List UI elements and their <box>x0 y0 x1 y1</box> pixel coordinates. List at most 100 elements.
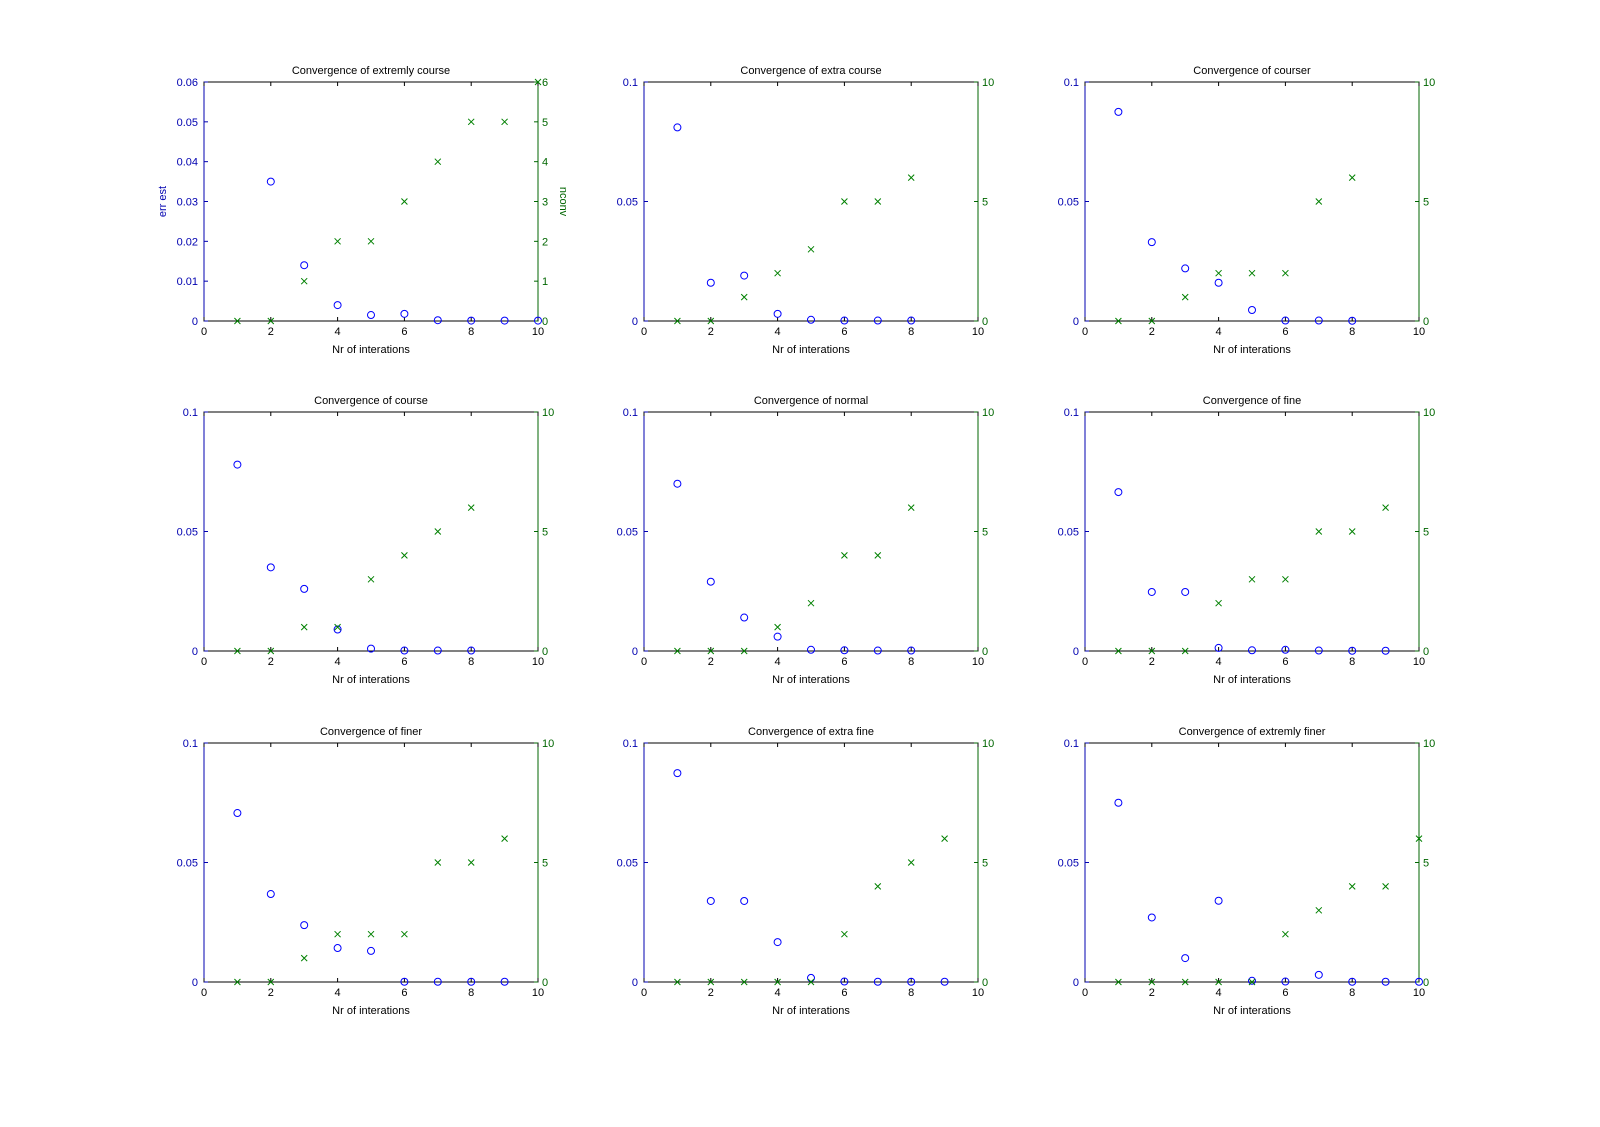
x-tick-label: 6 <box>401 326 407 338</box>
subplot-5: Convergence of normal Nr of interations 0 2… <box>617 395 995 686</box>
nconv-point <box>1215 269 1222 277</box>
subplot-3: Convergence of courser Nr of interations 0… <box>1058 65 1436 356</box>
nconv-point <box>300 277 308 285</box>
y-tick-label: 0.05 <box>1058 858 1079 870</box>
nconv-point <box>300 623 308 631</box>
subplot-title: Convergence of courser <box>1193 65 1311 77</box>
y-axis-label-right: nconv <box>557 187 569 217</box>
plot-area <box>1084 81 1420 322</box>
subplot-title: Convergence of extra course <box>740 65 881 77</box>
err-est-point <box>266 890 275 899</box>
x-tick-label: 0 <box>641 656 647 668</box>
err-est-point <box>433 646 442 655</box>
x-tick-label: 6 <box>1282 987 1288 999</box>
x-tick-label: 8 <box>468 656 474 668</box>
y-tick-label: 0.06 <box>177 77 198 89</box>
nconv-point <box>1382 883 1389 890</box>
err-est-point <box>840 316 849 325</box>
nconv-point <box>1181 293 1189 301</box>
nconv-point <box>707 647 715 655</box>
x-tick-label: 10 <box>532 987 544 999</box>
err-est-point <box>534 316 542 325</box>
nconv-point <box>841 930 848 938</box>
err-est-point <box>1348 977 1357 986</box>
err-est-point <box>907 316 916 325</box>
err-est-point <box>1281 977 1290 986</box>
x-tick-label: 4 <box>335 987 341 999</box>
x-tick-label: 10 <box>972 656 984 668</box>
y-tick-label: 0 <box>632 316 638 328</box>
y-tick-label: 0.05 <box>1058 197 1079 209</box>
x-tick-label: 0 <box>641 987 647 999</box>
subplot-4: Convergence of course Nr of interations 0 2… <box>177 395 555 686</box>
nconv-point <box>1315 906 1323 914</box>
y-tick-label-right: 3 <box>542 197 548 209</box>
nconv-point <box>1181 647 1189 655</box>
y-tick-label: 0.04 <box>177 157 198 169</box>
y-tick-label-right: 6 <box>542 77 548 89</box>
nconv-point <box>1248 269 1256 277</box>
x-tick-label: 8 <box>468 326 474 338</box>
nconv-point <box>1215 978 1222 986</box>
err-est-point <box>740 613 749 622</box>
err-est-point <box>673 123 682 132</box>
nconv-point <box>334 930 341 938</box>
err-est-point <box>840 977 849 986</box>
x-tick-label: 2 <box>708 656 714 668</box>
y-tick-label: 0 <box>192 316 198 328</box>
nconv-point <box>1181 978 1189 986</box>
nconv-point <box>234 978 241 986</box>
nconv-point <box>841 552 848 559</box>
nconv-point <box>674 647 681 655</box>
nconv-point <box>1148 978 1156 986</box>
nconv-point <box>1148 317 1156 325</box>
y-tick-label-right: 0 <box>1423 316 1429 328</box>
nconv-point <box>874 198 882 205</box>
nconv-point <box>740 978 748 986</box>
subplot-title: Convergence of course <box>314 395 428 407</box>
x-tick-label: 10 <box>1413 326 1425 338</box>
y-tick-label: 0 <box>1073 977 1079 989</box>
y-tick-label-right: 5 <box>1423 527 1429 539</box>
x-tick-label: 0 <box>1082 656 1088 668</box>
subplot-7: Convergence of finer Nr of interations 0 2 4… <box>177 726 555 1017</box>
y-tick-label-right: 10 <box>982 77 994 89</box>
err-est-point <box>1415 977 1423 986</box>
x-tick-label: 2 <box>708 326 714 338</box>
y-tick-label: 0.05 <box>177 858 198 870</box>
nconv-point <box>1415 835 1423 842</box>
y-tick-label: 0.1 <box>623 407 638 419</box>
plot-area <box>1084 411 1420 652</box>
nconv-point <box>267 647 275 655</box>
x-tick-label: 2 <box>268 987 274 999</box>
y-tick-label: 0.1 <box>623 738 638 750</box>
nconv-point <box>740 293 748 301</box>
err-est-point <box>1381 977 1390 986</box>
x-tick-label: 0 <box>1082 326 1088 338</box>
nconv-point <box>841 198 848 205</box>
subplot-title: Convergence of normal <box>754 395 868 407</box>
err-est-point <box>400 977 409 986</box>
nconv-point <box>434 859 442 866</box>
err-est-point <box>1114 107 1123 116</box>
x-tick-label: 10 <box>1413 987 1425 999</box>
y-tick-label-right: 0 <box>542 646 548 658</box>
y-tick-label: 0.05 <box>617 197 638 209</box>
nconv-point <box>1382 504 1389 511</box>
x-tick-label: 2 <box>1149 987 1155 999</box>
nconv-point <box>367 575 375 583</box>
nconv-point <box>334 237 341 245</box>
x-tick-label: 6 <box>1282 656 1288 668</box>
x-tick-label: 4 <box>1216 987 1222 999</box>
y-tick-label-right: 10 <box>542 407 554 419</box>
nconv-point <box>807 245 815 253</box>
nconv-point <box>807 599 815 607</box>
x-tick-label: 2 <box>1149 656 1155 668</box>
y-tick-label-right: 0 <box>542 316 548 328</box>
nconv-point <box>1115 978 1122 986</box>
nconv-point <box>1215 599 1222 607</box>
err-est-point <box>1314 316 1323 325</box>
nconv-point <box>907 174 915 181</box>
nconv-point <box>434 528 442 535</box>
nconv-point <box>1348 528 1356 535</box>
